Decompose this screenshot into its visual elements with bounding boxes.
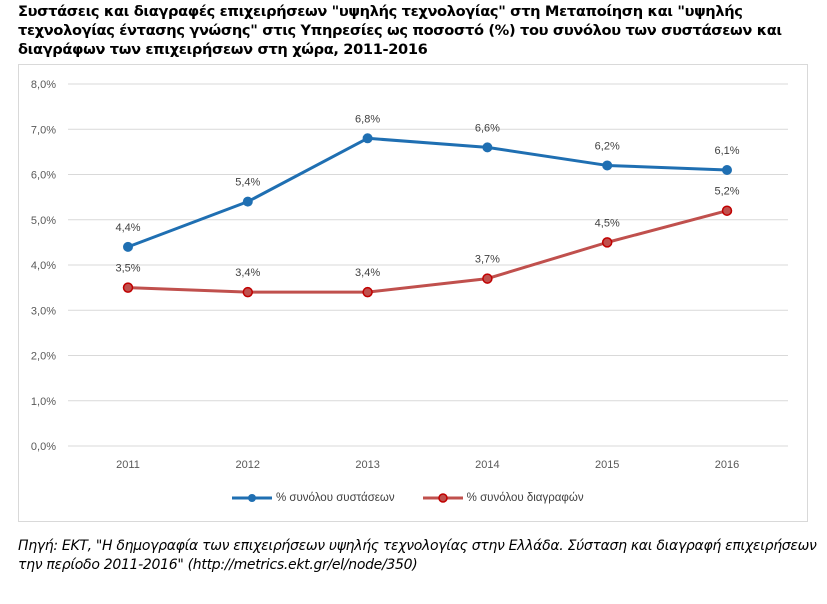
legend-blue-line-marker-icon: [232, 494, 272, 502]
data-point[interactable]: [362, 286, 373, 298]
data-label: 6,2%: [595, 140, 620, 152]
data-point[interactable]: [482, 142, 493, 153]
legend-item-deletions[interactable]: % συνόλου διαγραφών: [421, 492, 584, 504]
legend-red-line-marker-icon: [422, 493, 463, 503]
data-label: 6,6%: [475, 122, 500, 134]
data-point[interactable]: [602, 160, 613, 171]
data-label: 3,5%: [115, 263, 140, 275]
x-tick-label: 2012: [236, 459, 260, 471]
legend-label: % συνόλου συστάσεων: [276, 492, 395, 504]
y-tick-label: 4,0%: [31, 260, 56, 272]
data-label: 5,2%: [714, 186, 739, 198]
data-point[interactable]: [242, 286, 254, 298]
y-tick-label: 0,0%: [31, 441, 56, 453]
y-tick-label: 8,0%: [31, 79, 56, 91]
series-establishments: 4,4% 5,4% 6,8% 6,6% 6,2% 6,1%: [115, 113, 740, 252]
data-point[interactable]: [721, 205, 733, 216]
data-point[interactable]: [482, 273, 493, 284]
y-tick-label: 1,0%: [31, 396, 56, 408]
data-label: 4,5%: [595, 217, 620, 229]
data-point[interactable]: [242, 196, 253, 207]
legend-label: % συνόλου διαγραφών: [466, 492, 584, 504]
data-point[interactable]: [122, 282, 134, 293]
data-label: 6,8%: [355, 113, 380, 125]
data-label: 4,4%: [115, 222, 140, 234]
data-label: 3,7%: [475, 254, 500, 266]
x-tick-label: 2016: [715, 459, 739, 471]
data-point[interactable]: [123, 241, 133, 252]
legend: % συνόλου συστάσεων % συνόλου διαγραφών: [230, 490, 584, 506]
x-tick-label: 2014: [475, 459, 499, 471]
series-line: [127, 209, 728, 294]
y-axis-ticks: 0,0% 1,0% 2,0% 3,0% 4,0% 5,0% 6,0% 7,0% 8,0%: [31, 79, 56, 453]
data-label: 5,4%: [235, 177, 260, 189]
x-tick-label: 2015: [595, 459, 619, 471]
y-tick-label: 2,0%: [31, 351, 56, 363]
series-deletions: 3,5% 3,4% 3,4% 3,7% 4,5% 5,2%: [115, 186, 740, 298]
data-label: 6,1%: [714, 145, 739, 157]
data-label: 3,4%: [235, 267, 260, 279]
x-tick-label: 2013: [355, 459, 379, 471]
legend-item-establishments[interactable]: % συνόλου συστάσεων: [230, 492, 395, 504]
y-tick-label: 3,0%: [31, 305, 56, 317]
y-tick-label: 5,0%: [31, 215, 56, 227]
data-point[interactable]: [722, 164, 732, 175]
gridlines: [68, 83, 788, 447]
series-line: [127, 136, 728, 249]
data-label: 3,4%: [355, 267, 380, 279]
x-tick-label: 2011: [116, 459, 140, 471]
series-group: 4,4% 5,4% 6,8% 6,6% 6,2% 6,1% 3,5% 3,4% 3,4% 3,7%…: [115, 113, 740, 298]
data-point[interactable]: [362, 133, 373, 144]
source-note: Πηγή: ΕΚΤ, "Η δημογραφία των επιχειρήσεω…: [18, 538, 817, 573]
data-point[interactable]: [601, 237, 613, 248]
x-axis-ticks: 2011 2012 2013 2014 2015 2016: [116, 459, 739, 471]
chart-title: Συστάσεις και διαγραφές επιχειρήσεων "υψ…: [18, 3, 782, 58]
y-tick-label: 7,0%: [31, 124, 56, 136]
y-tick-label: 6,0%: [31, 170, 56, 182]
